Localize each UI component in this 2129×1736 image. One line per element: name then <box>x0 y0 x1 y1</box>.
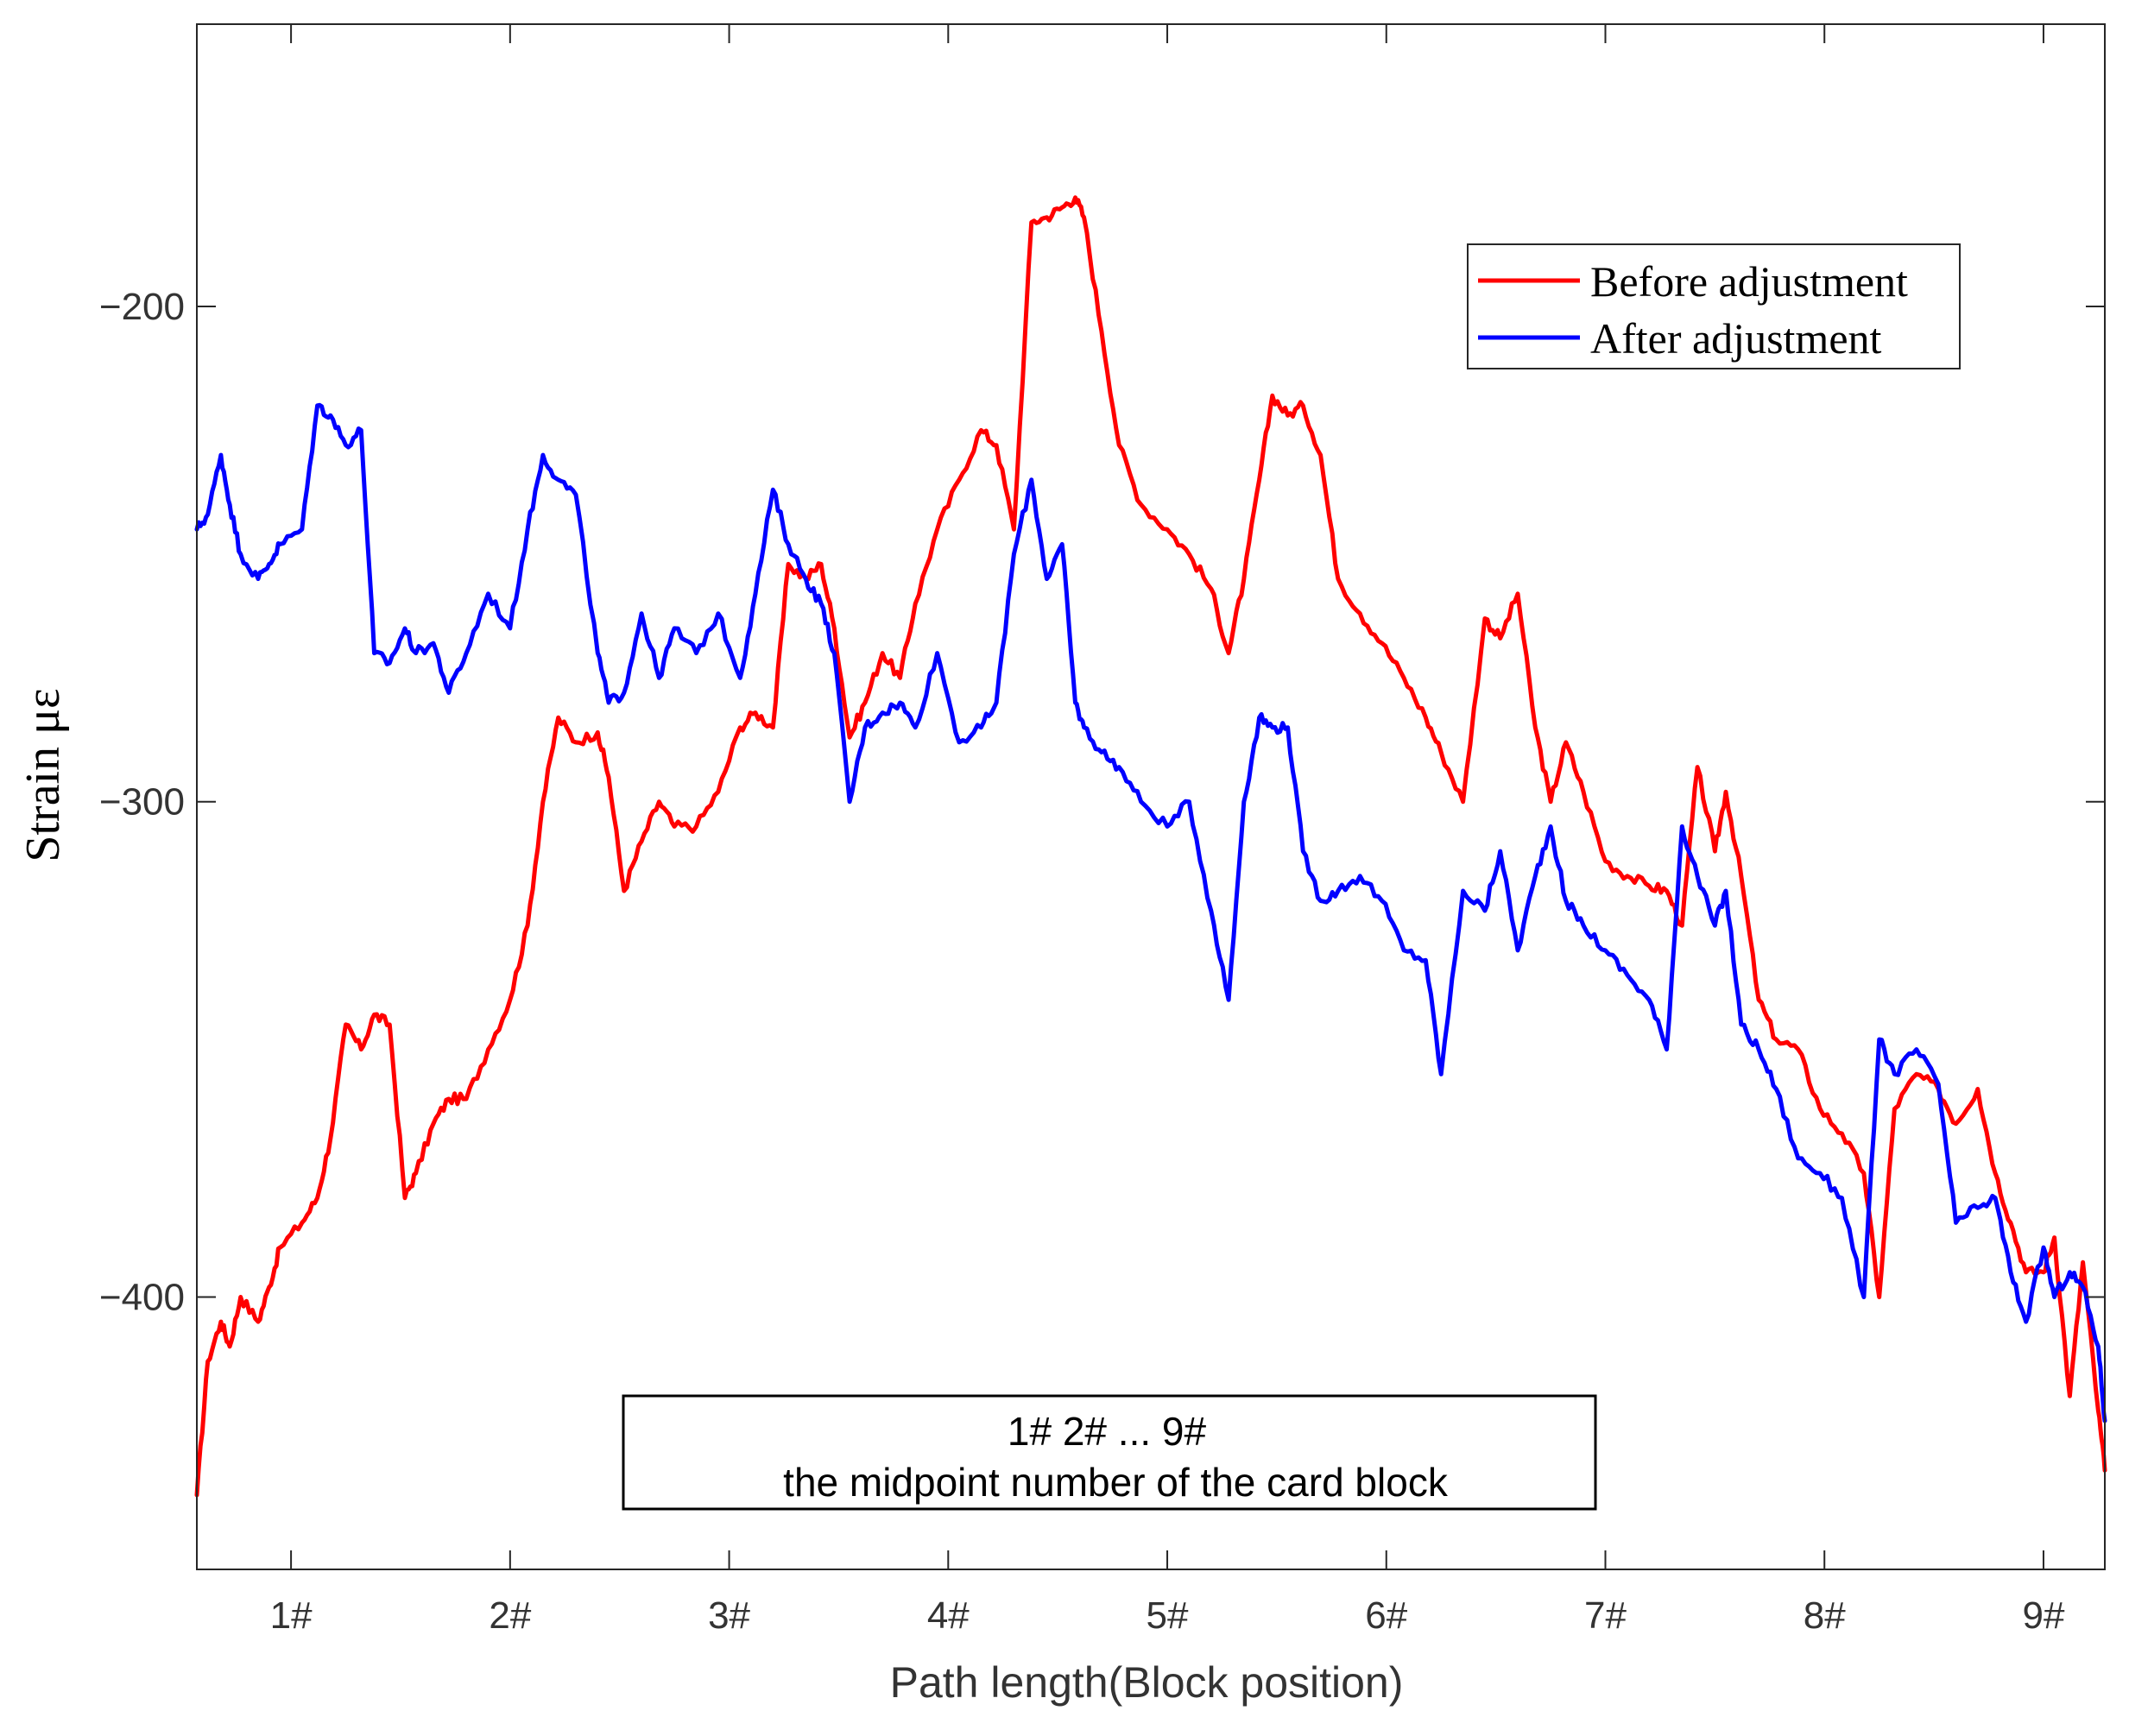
x-tick-label: 3# <box>708 1594 750 1637</box>
series-line-before-adjustment <box>194 195 2107 1498</box>
y-axis-label: Strain με <box>16 688 70 862</box>
annotation-box: 1# 2# ... 9# the midpoint number of the … <box>622 1394 1597 1511</box>
y-tick-label: −200 <box>99 286 185 328</box>
series-line-after-adjustment <box>194 402 2107 1424</box>
legend: Before adjustment After adjustment <box>1467 243 1961 369</box>
x-tick-label: 4# <box>927 1594 970 1637</box>
plot-frame <box>196 23 2106 1570</box>
x-tick-label: 7# <box>1584 1594 1627 1637</box>
legend-label-after: After adjustment <box>1590 314 1882 363</box>
x-tick-label: 6# <box>1365 1594 1407 1637</box>
ticks-layer <box>197 24 2105 1569</box>
x-tick-label: 2# <box>489 1594 531 1637</box>
series-layer <box>194 195 2107 1498</box>
x-tick-label: 1# <box>270 1594 313 1637</box>
legend-box <box>1467 243 1961 369</box>
legend-label-before: Before adjustment <box>1590 257 1908 306</box>
annotation-frame <box>622 1394 1597 1511</box>
labels-layer: 1# 2# 3# 4# 5# 6# 7# 8# 9# −200 −300 −400 <box>99 286 2065 1637</box>
y-tick-label: −300 <box>99 781 185 824</box>
x-axis-label: Path length(Block position) <box>890 1658 1404 1707</box>
x-tick-label: 5# <box>1147 1594 1189 1637</box>
x-tick-label: 8# <box>1804 1594 1846 1637</box>
x-tick-label: 9# <box>2022 1594 2064 1637</box>
annotation-line-2: the midpoint number of the card block <box>783 1460 1449 1505</box>
annotation-line-1: 1# 2# ... 9# <box>1008 1409 1207 1454</box>
y-tick-label: −400 <box>99 1276 185 1318</box>
